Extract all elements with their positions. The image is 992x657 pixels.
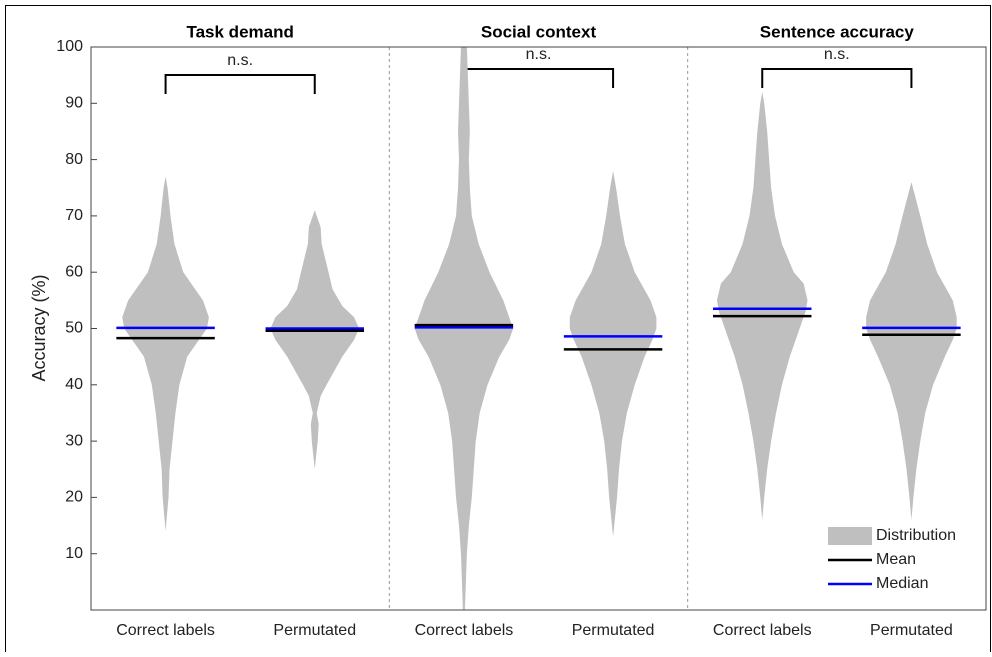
significance-bracket bbox=[761, 68, 913, 88]
legend-label: Mean bbox=[876, 551, 916, 568]
significance-label: n.s. bbox=[227, 52, 253, 69]
y-tick-label: 60 bbox=[65, 263, 83, 280]
x-tick-label: Correct labels bbox=[116, 622, 215, 639]
y-tick-label: 30 bbox=[65, 432, 83, 449]
significance-bracket bbox=[462, 68, 615, 88]
x-tick-label: Permutated bbox=[870, 622, 953, 639]
plot-area bbox=[90, 46, 987, 611]
violin bbox=[569, 170, 657, 537]
panel-title: Sentence accuracy bbox=[760, 22, 915, 41]
legend-swatch bbox=[828, 527, 872, 545]
violin bbox=[716, 92, 808, 520]
y-tick-label: 20 bbox=[65, 489, 83, 506]
significance-bracket bbox=[164, 74, 316, 94]
significance-label: n.s. bbox=[824, 46, 850, 63]
y-tick-label: 40 bbox=[65, 376, 83, 393]
x-tick-label: Permutated bbox=[273, 622, 356, 639]
violin bbox=[270, 210, 360, 470]
y-tick-label: 100 bbox=[56, 38, 83, 55]
x-tick-label: Permutated bbox=[572, 622, 655, 639]
y-tick-label: 90 bbox=[65, 95, 83, 112]
violin bbox=[122, 176, 209, 532]
x-tick-label: Correct labels bbox=[713, 622, 812, 639]
y-tick-label: 50 bbox=[65, 320, 83, 337]
legend-label: Median bbox=[876, 575, 928, 592]
y-tick-label: 80 bbox=[65, 151, 83, 168]
panel-title: Task demand bbox=[186, 22, 293, 41]
y-tick-label: 10 bbox=[65, 545, 83, 562]
x-tick-label: Correct labels bbox=[415, 622, 514, 639]
legend-label: Distribution bbox=[876, 527, 956, 544]
panel-title: Social context bbox=[481, 22, 597, 41]
violin bbox=[866, 182, 957, 520]
significance-label: n.s. bbox=[526, 46, 552, 63]
y-axis-label: Accuracy (%) bbox=[29, 274, 49, 381]
y-tick-label: 70 bbox=[65, 207, 83, 224]
